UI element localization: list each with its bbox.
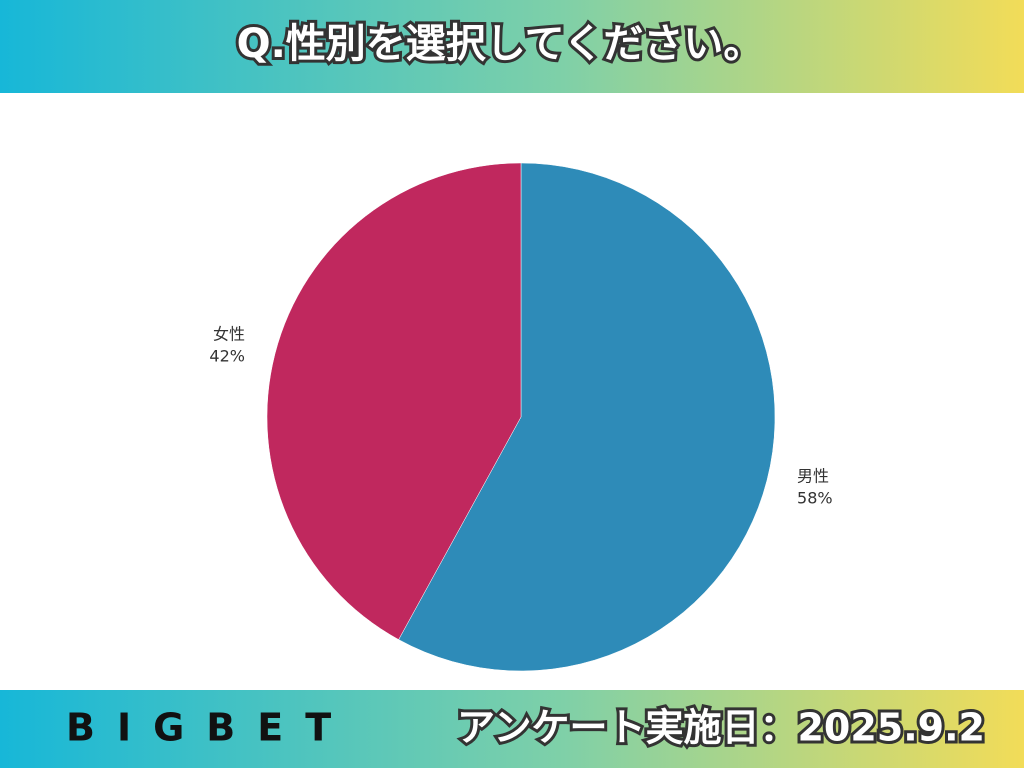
slice-value-label: 42%: [209, 347, 245, 366]
pie-slice: [398, 162, 776, 672]
title: Q.性別を選択してください。: [237, 21, 764, 67]
survey-date: アンケート実施日：2025.9.2: [457, 706, 985, 750]
pie-slice: [266, 162, 522, 640]
footer-bar: [0, 690, 1024, 768]
header-bar: [0, 0, 1024, 93]
slice-label: 女性: [213, 325, 245, 344]
slice-value-label: 58%: [797, 488, 833, 507]
pie-chart: 男性 58% 女性 42%: [209, 162, 833, 672]
slice-label: 男性: [797, 466, 829, 485]
logo: BIGBET: [66, 706, 353, 750]
